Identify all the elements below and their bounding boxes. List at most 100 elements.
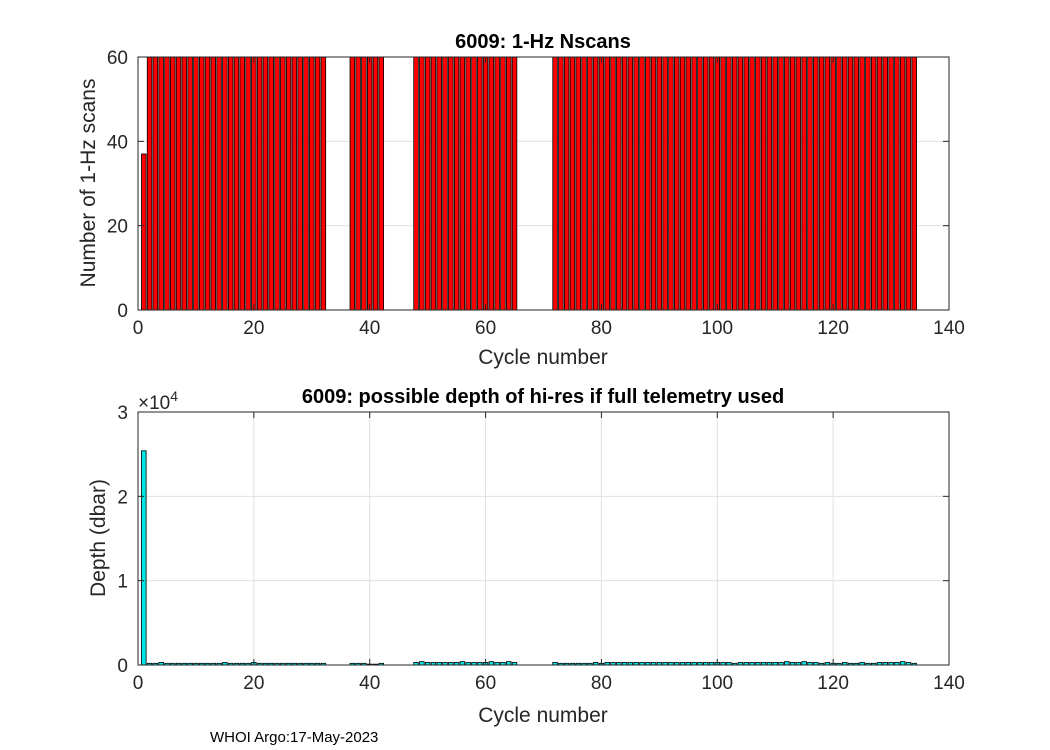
nscans-ytick-label: 40	[107, 132, 128, 153]
nscans-bar	[587, 56, 593, 311]
depth-xtick-label: 140	[933, 673, 965, 694]
nscans-bar	[674, 56, 680, 311]
nscans-bar	[245, 56, 251, 311]
nscans-ylabel: Number of 1-Hz scans	[77, 79, 100, 288]
nscans-bar	[708, 56, 715, 311]
depth-xtick-label: 60	[475, 673, 496, 694]
nscans-bar	[662, 56, 668, 311]
nscans-bar	[552, 56, 558, 311]
nscans-xtick-label: 20	[243, 318, 264, 339]
depth-title: 6009: possible depth of hi-res if full t…	[302, 386, 784, 408]
nscans-bar	[175, 56, 182, 311]
nscans-bar	[610, 56, 616, 311]
depth-bar	[419, 661, 425, 666]
nscans-bar	[813, 56, 819, 311]
nscans-bar	[859, 56, 865, 311]
nscans-bar	[181, 56, 188, 311]
nscans-bar	[888, 56, 894, 311]
nscans-bar	[424, 56, 431, 311]
depth-bar	[141, 450, 147, 666]
nscans-bar	[477, 56, 483, 311]
nscans-bar	[378, 56, 385, 311]
nscans-xtick-label: 60	[475, 318, 496, 339]
nscans-bar	[285, 56, 292, 311]
nscans-bar	[198, 56, 205, 311]
depth-xtick-label: 40	[359, 673, 380, 694]
nscans-xtick-label: 100	[701, 318, 733, 339]
nscans-axes-box	[137, 56, 950, 311]
nscans-bar	[778, 56, 784, 311]
nscans-bar	[494, 56, 500, 311]
nscans-bar	[442, 56, 448, 311]
nscans-bar	[668, 56, 674, 311]
depth-ytick-label: 0	[117, 656, 128, 677]
nscans-xtick-label: 80	[591, 318, 612, 339]
depth-xtick-label: 0	[133, 673, 144, 694]
nscans-bar	[621, 56, 628, 311]
nscans-bar	[216, 56, 222, 311]
nscans-bar	[239, 56, 245, 311]
nscans-bar	[656, 56, 663, 311]
nscans-bar	[865, 56, 871, 311]
nscans-bar	[164, 56, 170, 311]
nscans-bar	[650, 56, 657, 311]
depth-bar	[784, 661, 790, 666]
nscans-bar	[714, 56, 720, 311]
nscans-bar	[291, 56, 298, 311]
depth-xtick-label: 20	[243, 673, 264, 694]
nscans-bar	[836, 56, 842, 311]
nscans-bar	[749, 56, 755, 311]
nscans-bar	[702, 56, 709, 311]
nscans-bar	[876, 56, 883, 311]
nscans-bar	[697, 56, 703, 311]
depth-exponent-label: ×104	[138, 388, 178, 414]
nscans-bar	[818, 56, 825, 311]
depth-xlabel: Cycle number	[478, 704, 608, 727]
depth-xtick-label: 100	[701, 673, 733, 694]
nscans-bar	[436, 56, 442, 311]
nscans-xlabel: Cycle number	[478, 346, 608, 369]
nscans-bar	[720, 56, 726, 311]
depth-bar	[488, 661, 495, 666]
nscans-bar	[488, 56, 495, 311]
depth-plot-area	[138, 412, 949, 665]
nscans-bar	[193, 56, 199, 311]
nscans-bar	[170, 56, 176, 311]
nscans-bar	[870, 56, 877, 311]
nscans-bar	[905, 56, 912, 311]
nscans-xtick-label: 40	[359, 318, 380, 339]
nscans-bar	[413, 56, 419, 311]
nscans-bar	[853, 56, 860, 311]
nscans-title: 6009: 1-Hz Nscans	[455, 31, 631, 53]
nscans-bar	[297, 56, 303, 311]
nscans-bar	[645, 56, 651, 311]
nscans-bar	[801, 56, 807, 311]
nscans-bar	[679, 56, 686, 311]
nscans-bar	[448, 56, 454, 311]
nscans-bar	[419, 56, 425, 311]
nscans-bar	[280, 56, 286, 311]
nscans-bar	[459, 56, 466, 311]
nscans-bar	[210, 56, 217, 311]
depth-ytick-label: 3	[117, 403, 128, 424]
nscans-bar	[743, 56, 749, 311]
nscans-bar	[314, 56, 321, 311]
nscans-bar	[847, 56, 854, 311]
depth-chart: 0 20 40 60 80 100 120 140 0 1 2 3 6009: possible de…	[87, 386, 965, 727]
depth-bar	[459, 661, 466, 666]
depth-bar	[506, 661, 512, 666]
nscans-bar	[807, 56, 813, 311]
nscans-bar	[737, 56, 744, 311]
nscans-bar	[309, 56, 315, 311]
depth-axes-box	[137, 411, 950, 666]
nscans-bar	[366, 56, 373, 311]
nscans-bar	[268, 56, 274, 311]
nscans-bar	[795, 56, 802, 311]
nscans-bar	[789, 56, 796, 311]
nscans-ytick-label: 0	[117, 301, 128, 322]
depth-bar	[899, 661, 906, 666]
nscans-bar	[251, 56, 257, 311]
nscans-bar	[899, 56, 906, 311]
nscans-bar	[262, 56, 269, 311]
nscans-bar	[222, 56, 228, 311]
